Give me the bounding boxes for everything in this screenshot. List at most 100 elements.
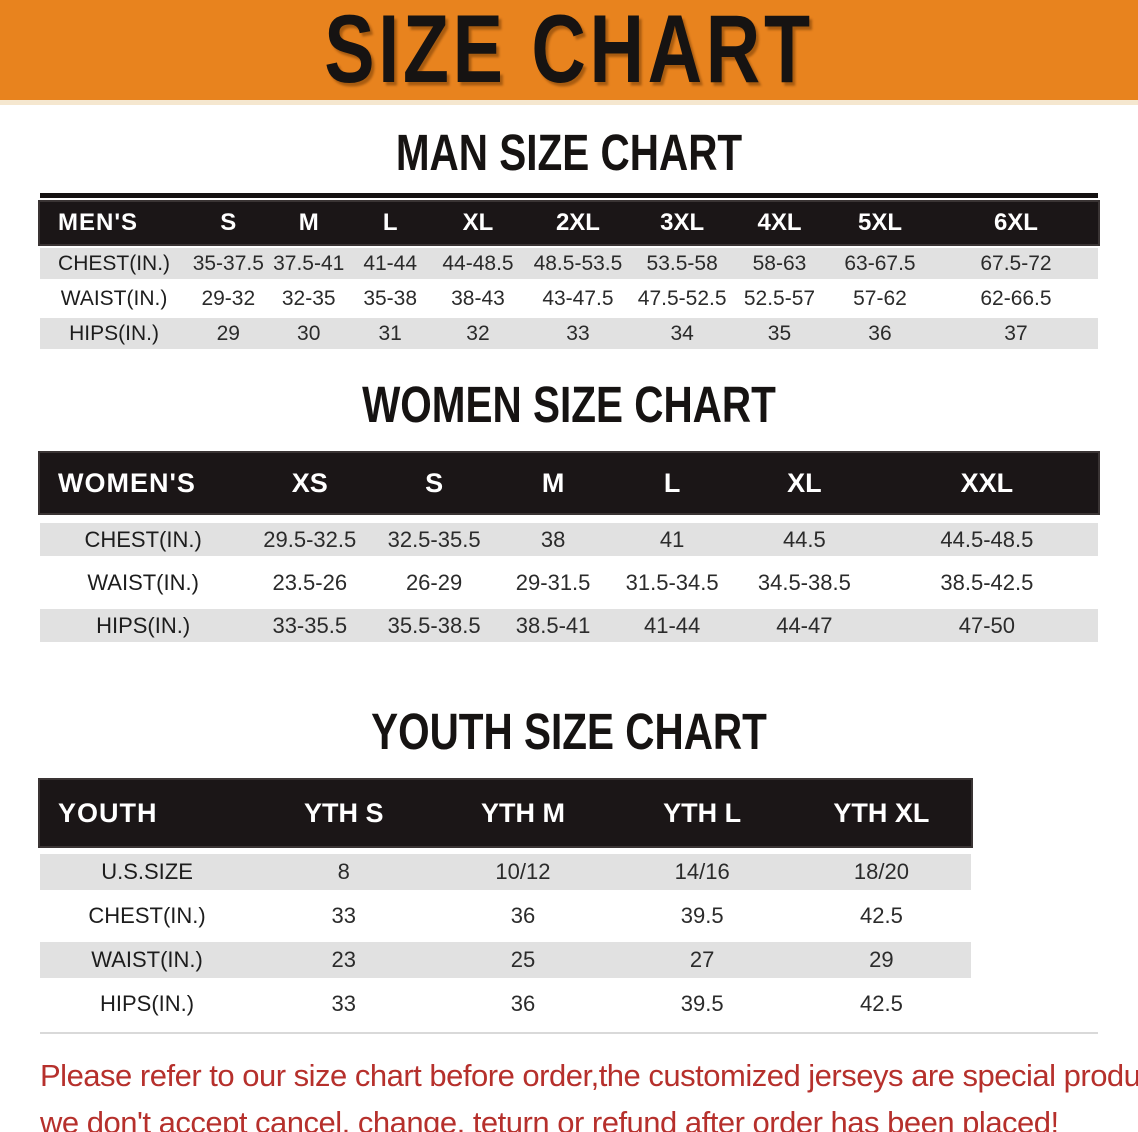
men-chest-cell: 63-67.5 — [844, 251, 916, 275]
women-hips-cell: 33-35.5 — [272, 612, 348, 638]
row-label-hips: HIPS(IN.) — [96, 612, 191, 638]
men-hips-cell: 36 — [868, 321, 892, 345]
men-hips-cell: 30 — [297, 321, 321, 345]
youth-size-column-header: YTH L — [663, 797, 742, 828]
women-waist-cell: 23.5-26 — [272, 569, 348, 595]
women-chest-cell: 32.5-35.5 — [387, 526, 481, 552]
content: MAN SIZE CHART MEN'S S M L XL 2XL 3XL 4XL 5XL 6X… — [40, 127, 1098, 1034]
youth-chest-cell: 36 — [510, 903, 536, 928]
men-table-label: MEN'S — [58, 209, 139, 236]
women-size-column-header: M — [541, 467, 565, 498]
men-size-column-header: M — [298, 209, 319, 236]
youth-chest-cell: 39.5 — [680, 903, 724, 928]
women-size-column-header: XS — [291, 467, 328, 498]
youth-size-column-header: YTH S — [303, 797, 384, 828]
men-waist-cell: 38-43 — [451, 286, 505, 310]
youth-ussize-row: U.S.SIZE 8 10/12 14/16 18/20 — [40, 854, 972, 890]
men-hips-cell: 31 — [378, 321, 402, 345]
women-chest-cell: 41 — [659, 526, 685, 552]
youth-waist-cell: 27 — [689, 947, 715, 972]
youth-size-column-header: YTH M — [480, 797, 565, 828]
row-label-waist: WAIST(IN.) — [60, 286, 168, 310]
men-size-column-header: XL — [462, 209, 494, 236]
men-size-column-header: S — [220, 209, 237, 236]
youth-chest-row: CHEST(IN.) 33 36 39.5 42.5 — [40, 898, 972, 934]
row-label-chest: CHEST(IN.) — [58, 251, 171, 275]
women-size-column-header: XL — [787, 467, 822, 498]
women-size-column-header: S — [425, 467, 444, 498]
women-section-heading: WOMEN SIZE CHART — [362, 377, 776, 434]
women-hips-row: HIPS(IN.) 33-35.5 35.5-38.5 38.5-41 41-44 44… — [40, 609, 1098, 642]
women-waist-cell: 31.5-34.5 — [625, 569, 719, 595]
youth-chest-cell: 33 — [331, 903, 356, 928]
men-hips-cell: 29 — [216, 321, 240, 345]
men-chest-cell: 41-44 — [363, 251, 418, 275]
men-chest-cell: 44-48.5 — [442, 251, 514, 275]
women-chest-cell: 44.5 — [782, 526, 826, 552]
women-size-column-header: XXL — [960, 467, 1014, 498]
men-size-table: MEN'S S M L XL 2XL 3XL 4XL 5XL 6XL CHEST(IN.) 35… — [40, 198, 1098, 353]
women-hips-cell: 38.5-41 — [515, 612, 591, 638]
banner-title: SIZE CHART — [324, 0, 814, 104]
men-waist-cell: 62-66.5 — [980, 286, 1052, 310]
men-header-row: MEN'S S M L XL 2XL 3XL 4XL 5XL 6XL — [40, 202, 1098, 244]
youth-chest-cell: 42.5 — [859, 903, 903, 928]
youth-waist-row: WAIST(IN.) 23 25 27 29 — [40, 942, 972, 978]
men-waist-cell: 43-47.5 — [542, 286, 614, 310]
men-waist-cell: 29-32 — [201, 286, 256, 310]
women-size-column-header: L — [663, 467, 681, 498]
youth-hips-cell: 42.5 — [859, 991, 903, 1016]
youth-hips-row: HIPS(IN.) 33 36 39.5 42.5 — [40, 986, 972, 1022]
youth-size-column-header: YTH XL — [833, 797, 930, 828]
men-size-column-header: 6XL — [993, 209, 1038, 236]
men-hips-cell: 37 — [1004, 321, 1028, 345]
youth-ussize-cell: 10/12 — [495, 859, 551, 884]
youth-section-heading: YOUTH SIZE CHART — [371, 704, 767, 761]
men-chest-cell: 67.5-72 — [980, 251, 1052, 275]
men-hips-cell: 34 — [670, 321, 694, 345]
women-size-table: WOMEN'S XS S M L XL XXL CHEST(IN.) 29.5-32.5 3… — [40, 443, 1098, 652]
row-label-hips: HIPS(IN.) — [69, 321, 159, 345]
men-waist-cell: 47.5-52.5 — [637, 286, 727, 310]
men-table-top-rule — [40, 193, 1098, 198]
row-label-waist: WAIST(IN.) — [87, 569, 199, 595]
men-waist-cell: 35-38 — [363, 286, 418, 310]
youth-table-label: YOUTH — [58, 797, 158, 828]
men-chest-row: CHEST(IN.) 35-37.5 37.5-41 41-44 44-48.5 48.… — [40, 248, 1098, 279]
youth-header-row: YOUTH YTH S YTH M YTH L YTH XL — [40, 780, 972, 846]
women-table-label: WOMEN'S — [58, 467, 196, 498]
row-label-waist: WAIST(IN.) — [91, 947, 203, 972]
men-waist-cell: 57-62 — [853, 286, 907, 310]
row-label-us-size: U.S.SIZE — [101, 859, 193, 884]
women-hips-cell: 35.5-38.5 — [387, 612, 481, 638]
men-hips-cell: 33 — [566, 321, 590, 345]
youth-hips-cell: 36 — [510, 991, 536, 1016]
women-chest-cell: 44.5-48.5 — [940, 526, 1034, 552]
women-waist-cell: 34.5-38.5 — [757, 569, 851, 595]
women-waist-cell: 38.5-42.5 — [940, 569, 1034, 595]
banner: SIZE CHART — [0, 0, 1138, 105]
youth-hips-cell: 39.5 — [680, 991, 724, 1016]
row-label-hips: HIPS(IN.) — [100, 991, 195, 1016]
youth-ussize-cell: 8 — [337, 859, 350, 884]
youth-waist-cell: 29 — [869, 947, 894, 972]
men-hips-cell: 35 — [767, 321, 792, 345]
row-label-chest: CHEST(IN.) — [88, 903, 206, 928]
men-chest-cell: 37.5-41 — [273, 251, 345, 275]
women-chest-cell: 29.5-32.5 — [263, 526, 357, 552]
youth-hips-cell: 33 — [331, 991, 356, 1016]
men-size-column-header: 4XL — [757, 209, 802, 236]
youth-waist-cell: 23 — [331, 947, 356, 972]
men-waist-cell: 32-35 — [281, 286, 336, 310]
women-header-row: WOMEN'S XS S M L XL XXL — [40, 453, 1098, 513]
women-hips-cell: 47-50 — [958, 612, 1016, 638]
youth-waist-cell: 25 — [510, 947, 536, 972]
men-waist-cell: 52.5-57 — [743, 286, 816, 310]
men-size-column-header: 3XL — [660, 209, 705, 236]
women-hips-cell: 44-47 — [776, 612, 833, 638]
disclaimer-line-2: we don't accept cancel, change, teturn o… — [40, 1105, 1059, 1132]
youth-size-table: YOUTH YTH S YTH M YTH L YTH XL U.S.SIZE 8 10… — [40, 772, 972, 1030]
women-hips-cell: 41-44 — [643, 612, 701, 638]
youth-ussize-cell: 14/16 — [674, 859, 730, 884]
